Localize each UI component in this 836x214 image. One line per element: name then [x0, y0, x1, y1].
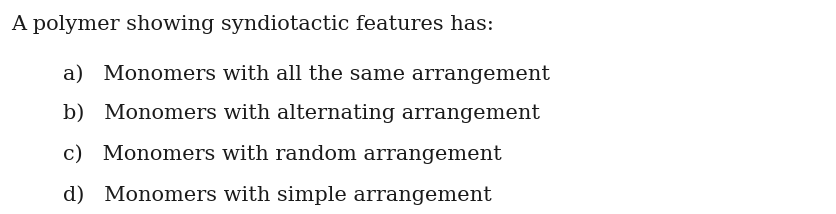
Text: b)   Monomers with alternating arrangement: b) Monomers with alternating arrangement	[63, 104, 540, 123]
Text: c)   Monomers with random arrangement: c) Monomers with random arrangement	[63, 144, 502, 164]
Text: d)   Monomers with simple arrangement: d) Monomers with simple arrangement	[63, 185, 492, 205]
Text: A polymer showing syndiotactic features has:: A polymer showing syndiotactic features …	[11, 15, 494, 34]
Text: a)   Monomers with all the same arrangement: a) Monomers with all the same arrangemen…	[63, 64, 550, 84]
